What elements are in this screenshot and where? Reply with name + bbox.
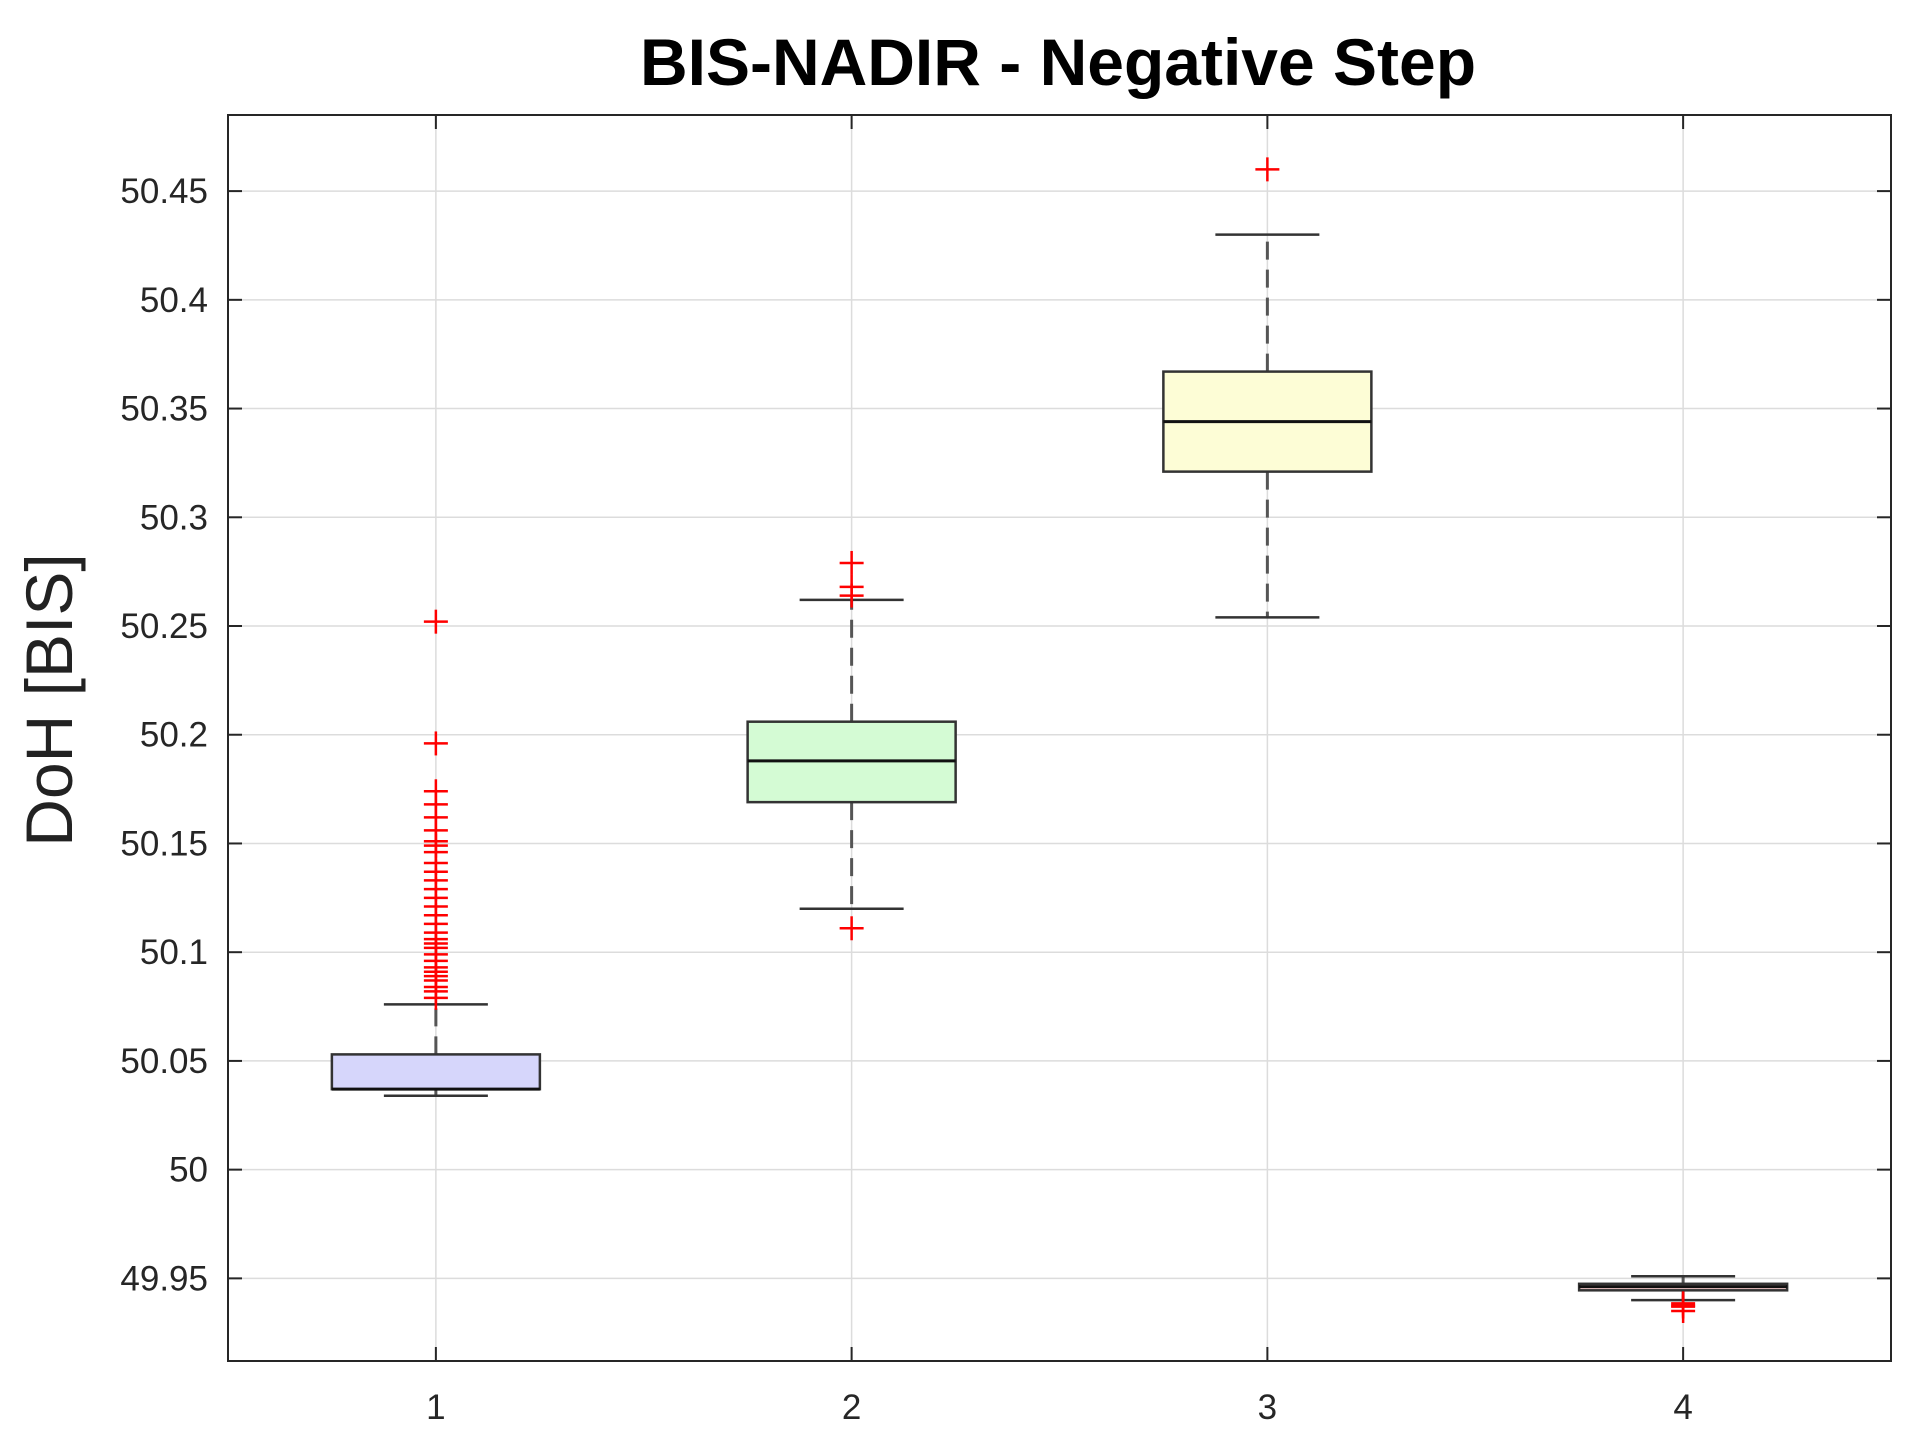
y-tick-label: 49.95	[120, 1259, 208, 1298]
outlier-marker	[839, 583, 864, 608]
y-tick-label: 50.25	[120, 607, 208, 646]
y-tick-label: 50.3	[140, 498, 208, 537]
y-tick-label: 50.45	[120, 172, 208, 211]
outlier-marker	[423, 731, 448, 756]
box-group-4	[1577, 1274, 1789, 1323]
outlier-marker	[839, 916, 864, 941]
x-tick-label: 1	[426, 1388, 445, 1427]
outlier-marker	[423, 985, 448, 1010]
outlier-marker	[839, 550, 864, 575]
boxes	[330, 157, 1789, 1323]
x-tick-label: 2	[842, 1388, 861, 1427]
chart-title: BIS-NADIR - Negative Step	[640, 25, 1476, 99]
box-iqr	[330, 1053, 542, 1091]
box-group-1	[330, 609, 542, 1097]
y-tick-label: 50.35	[120, 390, 208, 429]
y-tick-label: 50	[169, 1151, 208, 1190]
outlier-marker	[423, 609, 448, 634]
y-tick-label: 50.2	[140, 716, 208, 755]
y-axis-label: DoH [BIS]	[12, 553, 86, 846]
x-tick-label: 3	[1258, 1388, 1277, 1427]
axis-ticks	[228, 115, 1891, 1361]
box-group-3	[1162, 157, 1373, 619]
x-tick-label: 4	[1673, 1388, 1692, 1427]
tick-labels: 49.95 50 50.05 50.1 50.15 50.2 50.25 50.3 50.35 5…	[120, 172, 1692, 1427]
y-tick-label: 50.15	[120, 824, 208, 863]
y-tick-label: 50.1	[140, 933, 208, 972]
y-tick-label: 50.4	[140, 281, 208, 320]
outlier-marker	[1255, 157, 1280, 182]
plot-area-frame	[227, 114, 1892, 1362]
box-group-2	[746, 550, 957, 941]
y-tick-label: 50.05	[120, 1042, 208, 1081]
outlier-marker	[1671, 1298, 1696, 1323]
